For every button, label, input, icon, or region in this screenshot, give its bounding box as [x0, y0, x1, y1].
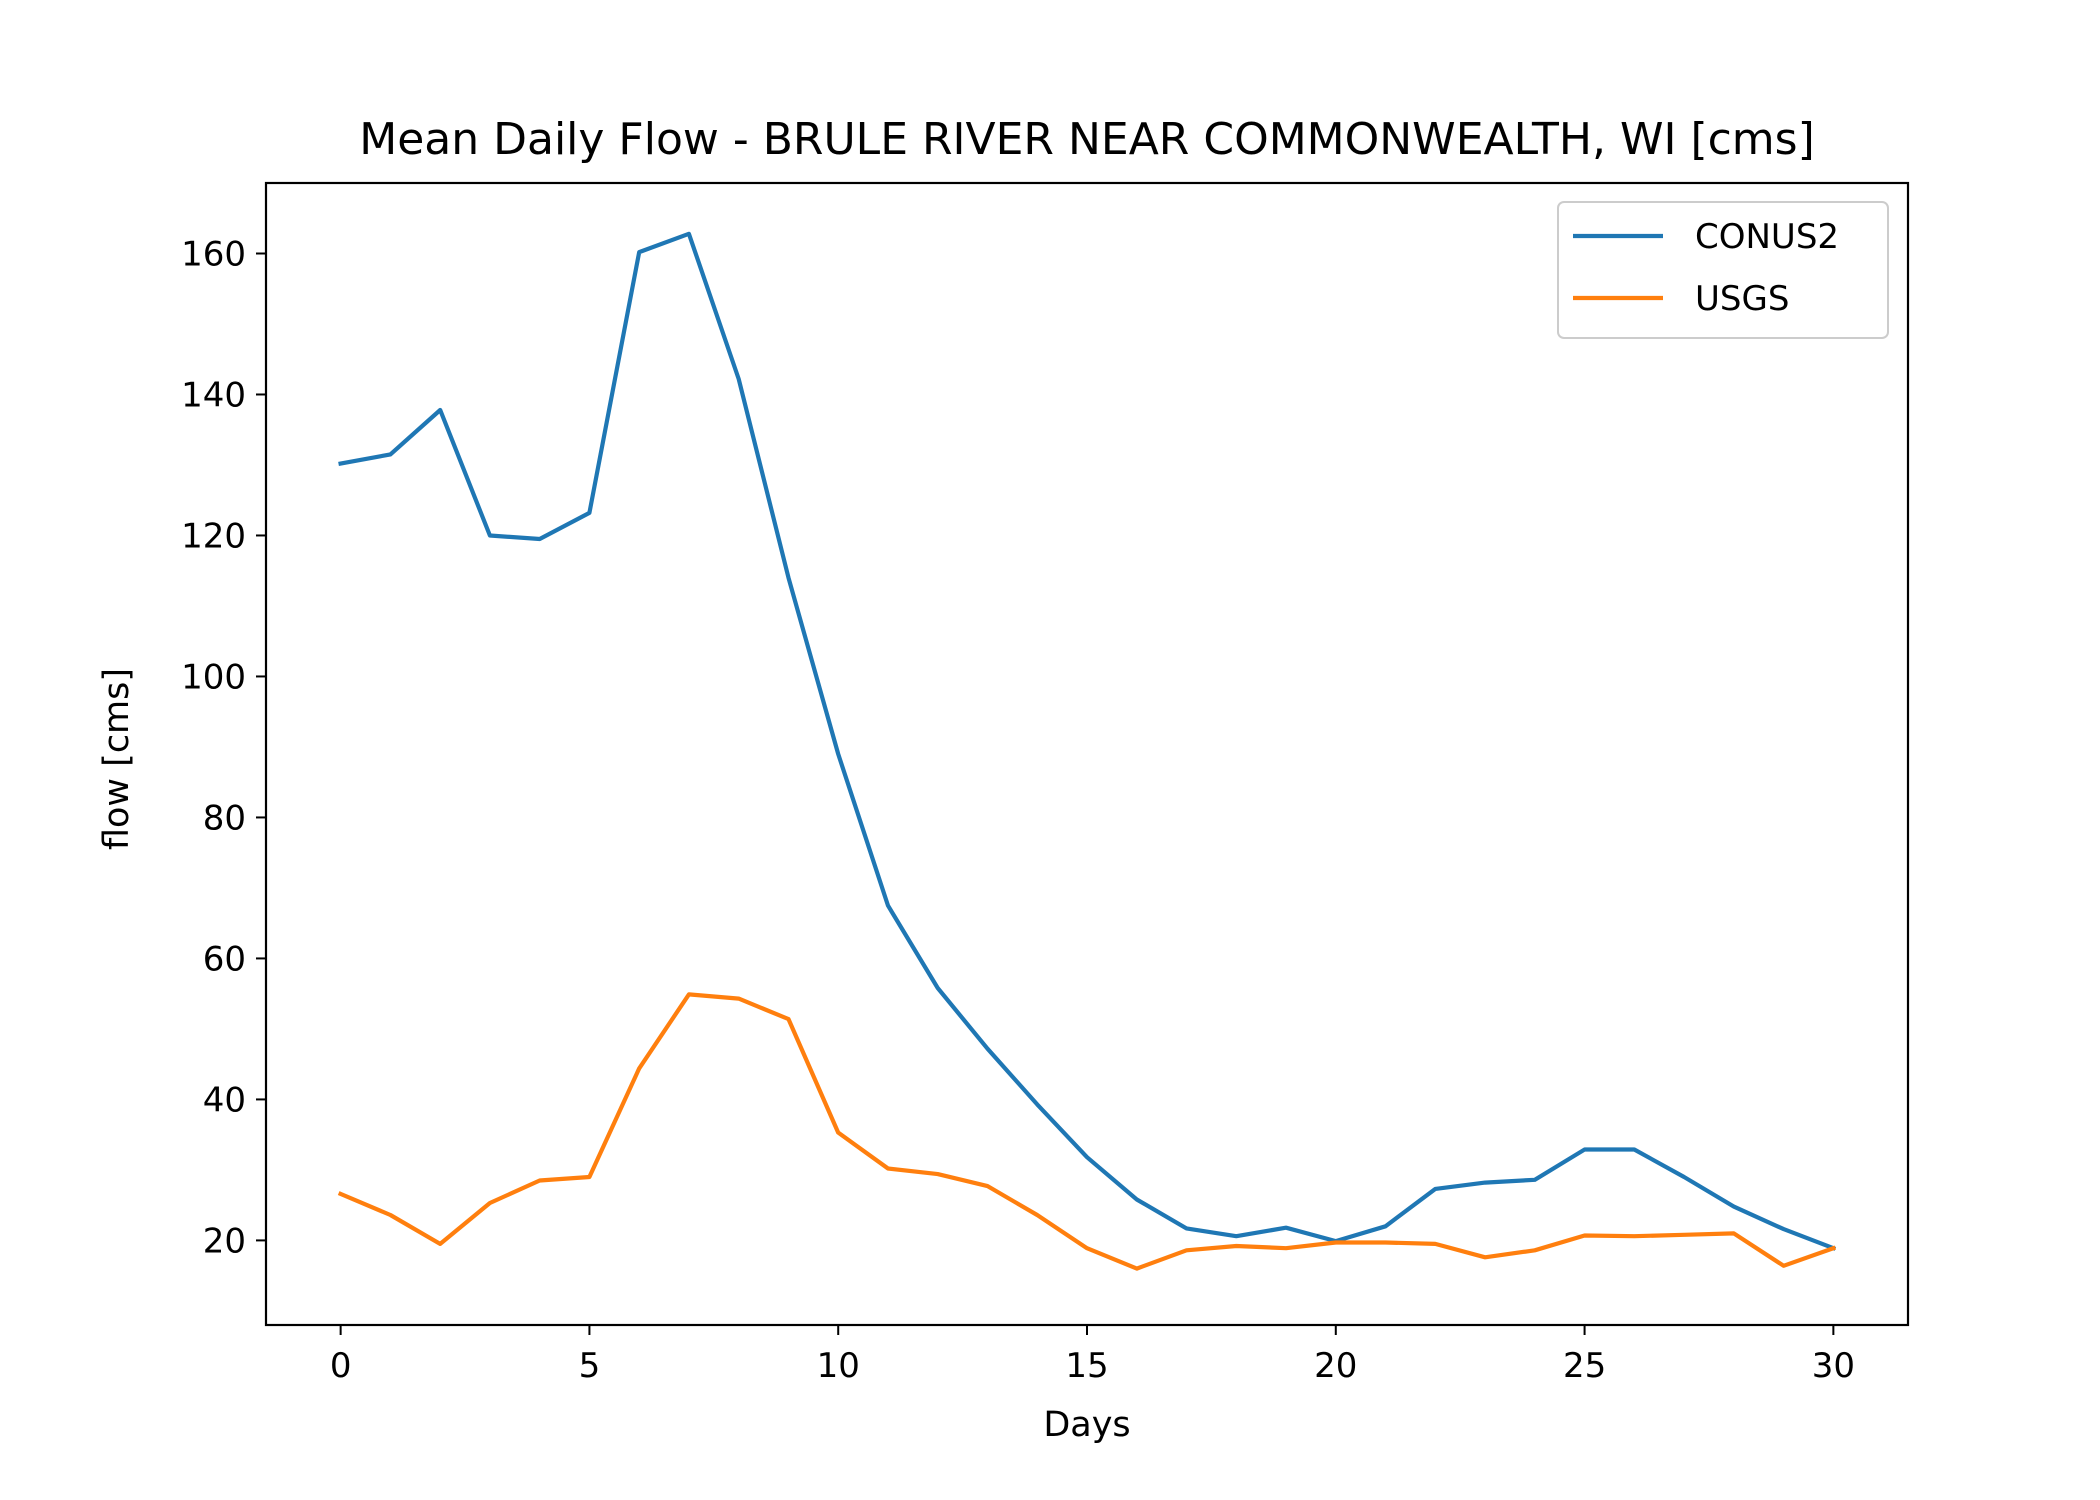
y-tick-label: 40	[203, 1080, 246, 1120]
y-tick-label: 140	[181, 375, 246, 415]
x-tick-label: 25	[1563, 1346, 1606, 1386]
legend-label-usgs: USGS	[1695, 279, 1789, 319]
x-tick-label: 5	[579, 1346, 601, 1386]
x-tick-label: 15	[1065, 1346, 1108, 1386]
plot-frame	[264, 181, 1910, 1327]
y-tick-label: 100	[181, 657, 246, 697]
x-tick-label: 10	[817, 1346, 860, 1386]
y-tick-label: 20	[203, 1221, 246, 1261]
x-tick-label: 30	[1812, 1346, 1855, 1386]
x-axis-ticks: 0 5 10 15 20 25 30	[330, 1325, 1855, 1386]
y-tick-label: 160	[181, 234, 246, 274]
x-tick-label: 0	[330, 1346, 352, 1386]
legend: CONUS2 USGS	[1557, 201, 1889, 339]
series-line-usgs	[337, 992, 1837, 1271]
y-axis-title: flow [cms]	[97, 668, 137, 850]
legend-label-conus2: CONUS2	[1695, 217, 1839, 257]
y-tick-label: 60	[203, 939, 246, 979]
x-axis-title: Days	[1043, 1405, 1130, 1445]
x-tick-label: 20	[1314, 1346, 1357, 1386]
y-axis-ticks: 20 40 60 80 100 120 140 160	[181, 234, 266, 1261]
series-line-conus2	[338, 231, 1837, 1251]
y-tick-label: 120	[181, 516, 246, 556]
y-tick-label: 80	[203, 798, 246, 838]
chart-title: Mean Daily Flow - BRULE RIVER NEAR COMMO…	[359, 114, 1815, 165]
series-lines	[337, 231, 1837, 1271]
